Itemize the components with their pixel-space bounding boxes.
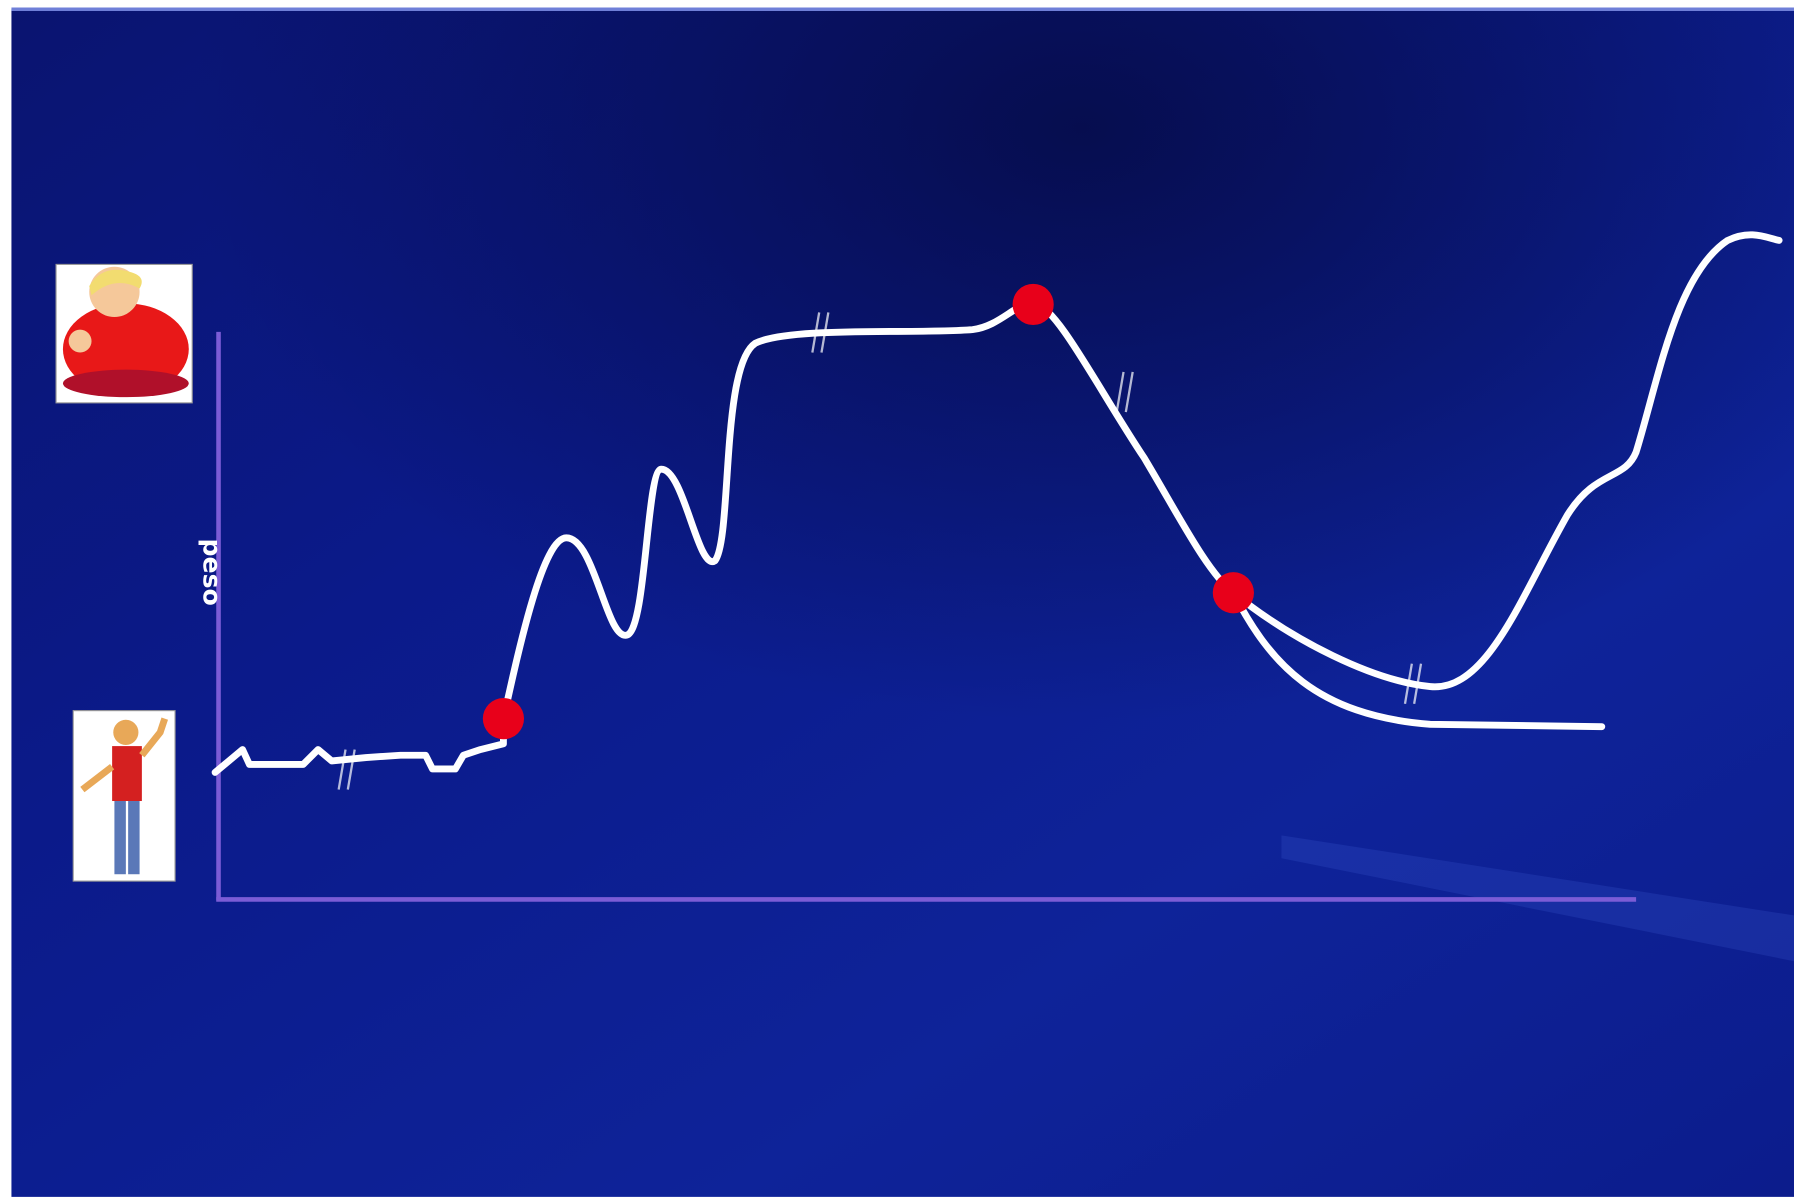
regain-curve [1229,231,1783,691]
axis-label: peso [198,539,227,606]
weight-curve [211,299,1606,776]
background-shade [11,9,1794,1197]
point [1012,283,1054,326]
break-marks [337,312,1423,790]
thin-person-icon [72,710,176,882]
point [1212,572,1254,614]
point [482,698,525,740]
heavy-person-icon [55,263,193,404]
